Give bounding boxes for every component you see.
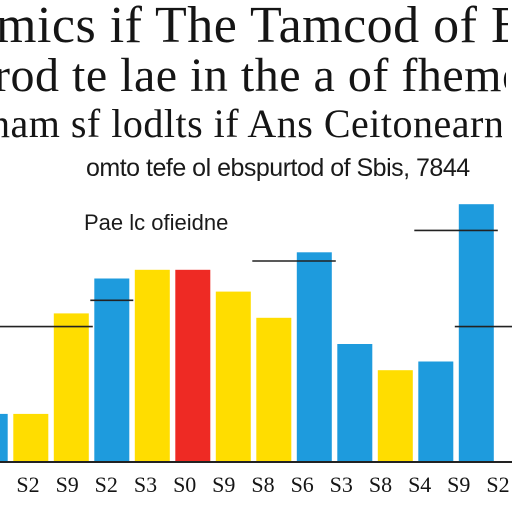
x-tick-label-7: S6 <box>291 472 314 497</box>
chart-subtitle: omto tefe ol ebspurtod of Sbis, 7844 <box>86 154 470 182</box>
x-tick-label-6: S8 <box>251 472 274 497</box>
bar-1 <box>13 413 49 462</box>
x-tick-label-4: S0 <box>173 472 196 497</box>
x-tick-label-1: S9 <box>56 472 79 497</box>
bar-7 <box>256 317 292 462</box>
x-tick-label-3: S3 <box>134 472 157 497</box>
x-tick-label-11: S9 <box>447 472 470 497</box>
bar-2 <box>53 313 89 462</box>
bar-11 <box>418 361 454 462</box>
x-tick-label-2: S2 <box>95 472 118 497</box>
chart-title-line-2: rod te lae in the a of fhemolts <box>0 49 506 102</box>
chart-title-line-3: nam sf lodlts if Ans Ceitonearn <box>0 101 502 146</box>
bar-5 <box>175 269 211 462</box>
x-tick-label-10: S4 <box>408 472 431 497</box>
bar-8 <box>296 252 332 462</box>
x-tick-label-9: S8 <box>369 472 392 497</box>
x-tick-label-0: S2 <box>16 472 39 497</box>
x-tick-label-12: S2 <box>486 472 509 497</box>
bar-10 <box>377 370 413 462</box>
bar-9 <box>337 344 373 462</box>
bars-group <box>0 204 494 462</box>
bar-3 <box>94 278 130 462</box>
bar-0 <box>0 413 8 462</box>
bar-4 <box>134 269 170 462</box>
chart-title-line-1: mics if The Tamcod of Blctic <box>0 0 508 54</box>
x-tick-label-5: S9 <box>212 472 235 497</box>
bar-12 <box>458 204 494 462</box>
bar-6 <box>215 291 251 462</box>
x-tick-label-8: S3 <box>330 472 353 497</box>
chart-annotation: Pae lc ofieidne <box>84 210 229 235</box>
reference-lines-group <box>0 229 512 328</box>
x-tick-labels-group: S2 S9 S2 S3 S0 S9 S8 S6 S3 S8 S4 S9 S2 <box>16 472 509 497</box>
